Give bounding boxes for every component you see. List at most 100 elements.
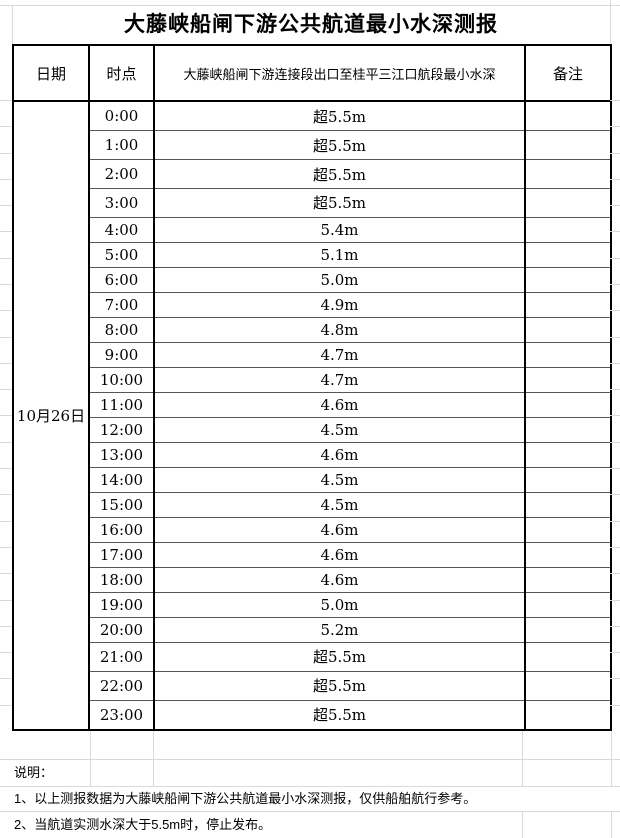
header-row: 日期 时点 大藤峡船闸下游连接段出口至桂平三江口航段最小水深 备注 [12,44,612,102]
time-cell: 5:00 [88,241,155,268]
time-cell: 11:00 [88,391,155,418]
table-row: 14:00 4.5m [13,466,612,493]
depth-cell: 超5.5m [153,130,526,161]
remark-cell [524,566,612,593]
time-cell: 3:00 [88,187,155,218]
grid-line [610,705,620,706]
time-cell: 20:00 [88,616,155,643]
depth-cell: 4.7m [153,366,526,393]
time-cell: 1:00 [88,130,155,161]
time-cell: 10:00 [88,366,155,393]
grid-line [0,811,620,812]
depth-cell: 5.0m [153,266,526,293]
depth-cell: 4.6m [153,541,526,568]
table-row: 18:00 4.6m [13,566,612,593]
date-column-header: 日期 [12,44,90,102]
remark-cell [524,591,612,618]
grid-line [0,521,12,522]
grid-line [0,337,12,338]
grid-line [0,310,12,311]
depth-cell: 超5.5m [153,641,526,672]
page-title: 大藤峡船闸下游公共航道最小水深测报 [124,13,498,36]
remark-cell [524,699,612,731]
note-item-2: 2、当航道实测水深大于5.5m时，停止发布。 [14,817,272,832]
table-row: 15:00 4.5m [13,491,612,518]
table-row: 13:00 4.6m [13,441,612,468]
grid-line [610,415,620,416]
depth-cell: 4.6m [153,516,526,543]
remark-column-header: 备注 [524,44,612,102]
grid-line [0,415,12,416]
table-row: 19:00 5.0m [13,591,612,618]
grid-line [611,811,612,838]
time-cell: 0:00 [88,100,155,132]
grid-line [610,626,620,627]
grid-line [0,626,12,627]
depth-cell: 4.6m [153,566,526,593]
grid-line [610,153,620,154]
grid-line [0,705,12,706]
time-cell: 6:00 [88,266,155,293]
grid-line [610,600,620,601]
depth-cell: 4.5m [153,466,526,493]
depth-cell: 4.6m [153,391,526,418]
water-depth-table: 日期 时点 大藤峡船闸下游连接段出口至桂平三江口航段最小水深 备注 10月26日… [12,44,612,731]
depth-table-body: 10月26日 0:00 超5.5m 1:00 超5.5m 2:00 超5.5m 3:00 超5.… [12,100,612,731]
time-cell: 7:00 [88,291,155,318]
time-cell: 18:00 [88,566,155,593]
grid-line [610,573,620,574]
depth-column-header: 大藤峡船闸下游连接段出口至桂平三江口航段最小水深 [153,44,526,102]
table-row: 11:00 4.6m [13,391,612,418]
depth-cell: 4.5m [153,491,526,518]
table-row: 22:00 超5.5m [13,670,612,701]
remark-cell [524,491,612,518]
grid-line [0,468,12,469]
remark-cell [524,541,612,568]
depth-cell: 5.1m [153,241,526,268]
remark-cell [524,266,612,293]
table-row: 3:00 超5.5m [13,187,612,218]
grid-line [0,494,12,495]
table-row: 5:00 5.1m [13,241,612,268]
grid-line [522,811,523,838]
grid-line [610,652,620,653]
depth-cell: 超5.5m [153,670,526,701]
grid-line [0,389,12,390]
grid-line [610,363,620,364]
table-row: 17:00 4.6m [13,541,612,568]
remark-cell [524,416,612,443]
table-row: 16:00 4.6m [13,516,612,543]
remark-cell [524,441,612,468]
depth-cell: 超5.5m [153,100,526,132]
time-cell: 22:00 [88,670,155,701]
table-row: 7:00 4.9m [13,291,612,318]
grid-line [0,547,12,548]
time-cell: 4:00 [88,216,155,243]
grid-line [0,678,12,679]
grid-line [610,284,620,285]
depth-cell: 4.8m [153,316,526,343]
remark-cell [524,187,612,218]
grid-line [610,258,620,259]
remark-cell [524,316,612,343]
table-row: 4:00 5.4m [13,216,612,243]
table-row: 21:00 超5.5m [13,641,612,672]
remark-cell [524,216,612,243]
remark-cell [524,641,612,672]
grid-line [0,284,12,285]
grid-line [610,494,620,495]
time-cell: 13:00 [88,441,155,468]
note-item-1: 1、以上测报数据为大藤峡船闸下游公共航道最小水深测报，仅供船舶航行参考。 [14,791,477,806]
grid-line [610,547,620,548]
remark-cell [524,466,612,493]
grid-line [610,468,620,469]
depth-cell: 4.9m [153,291,526,318]
grid-line [610,310,620,311]
grid-line [610,442,620,443]
grid-line [0,759,620,760]
remark-cell [524,366,612,393]
time-cell: 8:00 [88,316,155,343]
grid-line [0,258,12,259]
table-row: 2:00 超5.5m [13,159,612,189]
grid-line [0,205,12,206]
